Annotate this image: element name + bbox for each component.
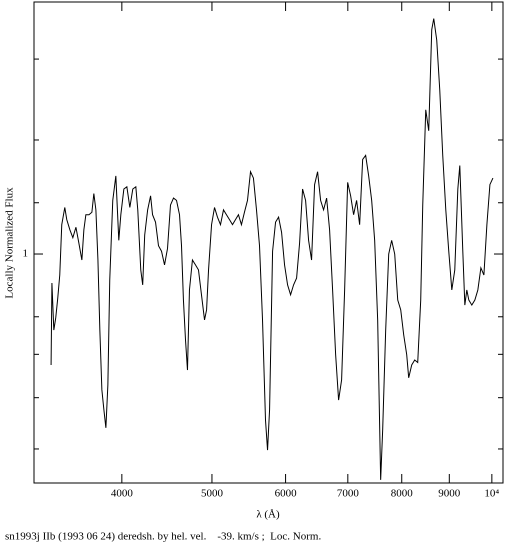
caption: sn1993j IIb (1993 06 24) deredsh. by hel…: [5, 531, 321, 543]
x-tick-label: 9000: [438, 488, 461, 500]
x-tick-label: 5000: [201, 488, 224, 500]
x-tick-label: 8000: [391, 488, 414, 500]
x-axis-label: λ (Å): [256, 509, 280, 521]
x-tick-label: 4000: [111, 488, 134, 500]
y-axis-label: Locally Normalized Flux: [4, 187, 16, 299]
x-tick-label: 7000: [337, 488, 360, 500]
spectrum-line: [50, 18, 494, 480]
x-tick-label: 6000: [275, 488, 298, 500]
y-tick-label: 1: [23, 248, 29, 260]
x-tick-label: 10⁴: [484, 488, 499, 500]
plot-frame: [33, 1, 504, 484]
